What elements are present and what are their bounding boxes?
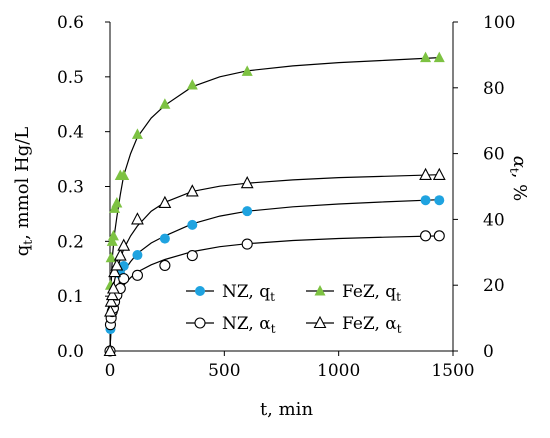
x-axis-title: t, min (260, 399, 314, 420)
y-right-tick-label: 40 (483, 210, 505, 230)
data-point-series-4 (432, 167, 446, 181)
data-point-series-3 (241, 238, 253, 250)
data-point-series-4 (108, 264, 121, 278)
fit-curve-series-2 (109, 57, 440, 352)
data-point-series-2 (159, 98, 171, 109)
data-point-series-2 (118, 169, 130, 181)
x-tick-label: 1000 (317, 361, 360, 381)
data-point-series-4 (105, 287, 119, 301)
data-point-series-2 (107, 229, 119, 241)
y-left-tick-label: 0.4 (57, 123, 84, 143)
y-left-tick-label: 0.5 (57, 68, 84, 88)
data-point-series-4 (185, 184, 199, 197)
y-right-tick-label: 100 (483, 13, 515, 33)
data-point-series-2 (106, 235, 118, 246)
y-right-tick-label: 80 (483, 79, 505, 99)
x-tick-label: 1500 (431, 361, 474, 381)
x-tick-label: 0 (105, 361, 116, 381)
data-point-series-3 (118, 273, 130, 285)
legend-label-3: NZ, αt (222, 314, 276, 336)
data-point-series-1 (420, 195, 431, 206)
data-point-series-4 (240, 176, 254, 189)
data-point-series-2 (420, 51, 432, 63)
data-point-series-2 (131, 128, 143, 139)
data-point-series-1 (434, 195, 445, 206)
data-point-series-2 (186, 79, 198, 90)
data-point-series-4 (419, 167, 432, 181)
legend-marker-3 (194, 317, 206, 329)
y-left-tick-label: 0.6 (57, 13, 84, 33)
data-point-series-4 (131, 212, 144, 225)
data-point-series-4 (158, 195, 172, 208)
data-markers (103, 51, 446, 357)
y-right-tick-label: 20 (483, 276, 505, 296)
data-point-series-2 (433, 51, 445, 63)
data-point-series-4 (110, 258, 124, 271)
legend: NZ, qt FeZ, qt NZ, αt FeZ, αt (186, 282, 402, 336)
y-right-tick-label: 0 (483, 342, 494, 362)
fit-curves (109, 57, 440, 352)
legend-label-4: FeZ, αt (342, 314, 402, 336)
legend-label-1: NZ, qt (222, 282, 275, 304)
data-point-series-4 (104, 304, 117, 317)
y-left-tick-label: 0.0 (57, 342, 84, 362)
data-point-series-1 (242, 206, 253, 217)
y-right-axis-title: αt, % (507, 156, 530, 202)
legend-label-2: FeZ, qt (342, 282, 401, 304)
y-right-tick-label: 60 (483, 145, 505, 165)
y-left-tick-label: 0.3 (57, 178, 84, 198)
data-point-series-2 (111, 196, 123, 208)
data-point-series-4 (113, 248, 127, 261)
fit-curve-series-4 (109, 174, 440, 352)
data-point-series-1 (159, 233, 170, 244)
data-point-series-4 (117, 238, 131, 251)
data-point-series-3 (131, 269, 143, 281)
y-left-tick-label: 0.1 (57, 287, 84, 307)
data-point-series-1 (132, 250, 143, 261)
data-point-series-3 (186, 250, 198, 262)
data-point-series-4 (104, 294, 118, 307)
data-point-series-2 (241, 65, 253, 76)
data-point-series-1 (187, 219, 198, 230)
data-point-series-3 (159, 259, 171, 272)
legend-marker-2 (314, 285, 326, 296)
data-point-series-2 (109, 202, 121, 213)
y-left-tick-label: 0.2 (57, 232, 84, 252)
y-left-axis-title: qt, mmol Hg/L (12, 127, 35, 257)
axes: 0 500 1000 1500 0.0 0.1 0.2 0.3 0.4 0.5 0.6 0 20 40 60… (12, 13, 530, 420)
x-tick-label: 500 (208, 361, 240, 381)
legend-marker-1 (195, 286, 205, 296)
data-point-series-2 (105, 251, 117, 263)
data-point-series-4 (107, 281, 120, 294)
data-point-series-3 (420, 230, 432, 242)
legend-marker-4 (313, 315, 327, 329)
data-point-series-4 (103, 343, 117, 357)
data-point-series-3 (433, 230, 445, 242)
